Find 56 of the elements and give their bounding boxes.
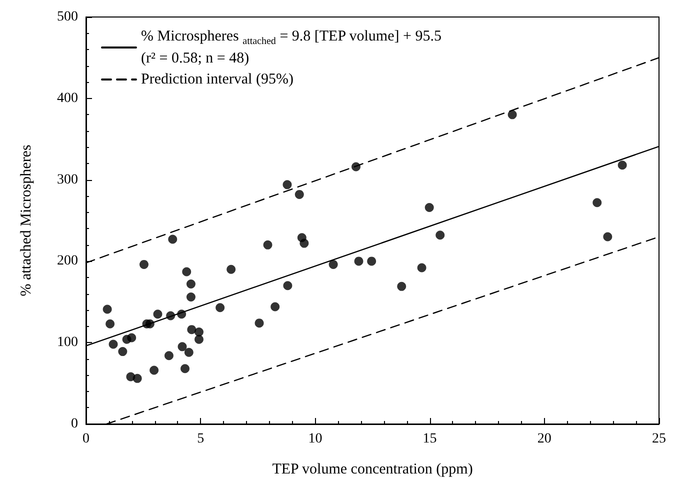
point [282,180,292,190]
point [263,240,272,250]
point [178,342,187,352]
point [424,202,434,212]
x-tick-label: 25 [652,432,666,446]
point [186,279,196,288]
point [139,260,148,269]
point [603,232,612,242]
legend-label: Prediction interval (95%) [141,72,294,88]
point [127,333,136,342]
point [397,282,406,291]
point [153,310,162,319]
point [283,281,292,290]
point [254,318,264,328]
point [108,340,118,349]
y-axis-title: % attached Microspheres [18,144,34,296]
point [417,263,426,272]
x-tick-label: 0 [82,432,90,446]
point [354,256,364,266]
y-tick-label: 0 [71,416,78,432]
x-tick-label: 20 [537,432,552,446]
point [592,198,602,208]
point [226,264,236,274]
point [102,304,112,314]
point [194,328,204,337]
point [618,160,627,170]
point [508,110,517,120]
point [300,238,309,248]
point [132,374,142,383]
x-tick-label: 10 [308,432,322,446]
point [118,347,128,356]
x-axis-title: TEP volume concentration (ppm) [272,462,473,478]
point [187,325,196,334]
point [150,366,159,375]
point [270,302,280,312]
y-tick-label: 500 [57,10,78,24]
point [186,292,196,302]
point [180,364,190,374]
point [168,234,178,244]
point [436,230,445,240]
y-tick-label: 100 [57,335,78,350]
point [328,260,338,269]
y-tick-label: 400 [57,90,78,106]
point [182,267,192,276]
point [294,190,304,199]
point [216,303,225,312]
x-tick-label: 5 [197,432,204,446]
point [194,334,204,344]
point [106,319,115,328]
point [367,256,376,266]
y-tick-label: 200 [57,254,78,269]
point [184,348,194,357]
y-tick-label: 300 [57,172,78,188]
text: % Microspheres attached = 9.8 [TEP volume] + 95.5 (r² = 0.58; n = 48) [141,28,442,66]
point [164,351,174,360]
x-tick-label: 15 [422,432,437,446]
